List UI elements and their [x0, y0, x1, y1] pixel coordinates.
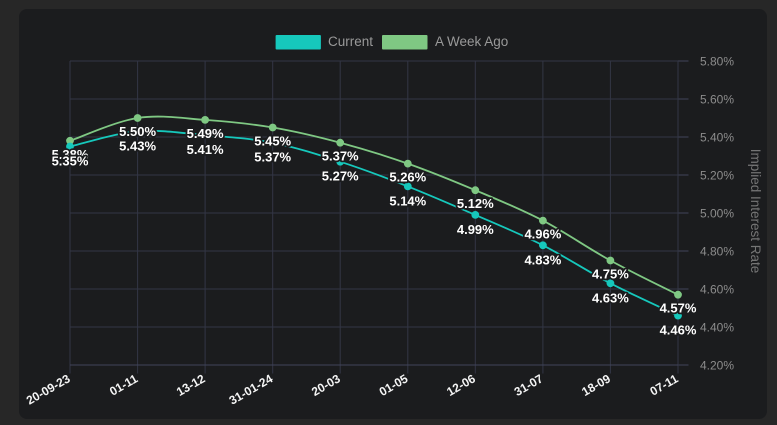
svg-text:31-07: 31-07 [512, 371, 546, 399]
svg-text:07-11: 07-11 [647, 371, 680, 398]
svg-text:01-11: 01-11 [107, 371, 140, 398]
svg-text:4.83%: 4.83% [524, 252, 561, 267]
svg-text:5.49%: 5.49% [187, 126, 224, 141]
svg-text:5.20%: 5.20% [700, 168, 734, 182]
svg-text:A Week Ago: A Week Ago [435, 34, 508, 49]
svg-text:13-12: 13-12 [174, 371, 208, 399]
svg-text:5.45%: 5.45% [254, 134, 291, 149]
svg-text:Current: Current [328, 34, 373, 49]
svg-text:5.37%: 5.37% [254, 150, 291, 165]
svg-text:5.35%: 5.35% [52, 154, 89, 169]
svg-text:18-09: 18-09 [579, 371, 613, 399]
svg-text:5.41%: 5.41% [187, 142, 224, 157]
svg-text:5.40%: 5.40% [700, 130, 734, 144]
svg-text:5.27%: 5.27% [322, 169, 359, 184]
svg-text:5.80%: 5.80% [700, 54, 734, 68]
svg-text:4.63%: 4.63% [592, 290, 629, 305]
svg-text:4.40%: 4.40% [700, 320, 734, 334]
svg-text:5.00%: 5.00% [700, 206, 734, 220]
svg-text:5.26%: 5.26% [389, 170, 426, 185]
svg-text:4.99%: 4.99% [457, 222, 494, 237]
svg-text:01-05: 01-05 [377, 371, 411, 399]
svg-text:5.12%: 5.12% [457, 196, 494, 211]
svg-text:4.60%: 4.60% [700, 282, 734, 296]
svg-text:31-01-24: 31-01-24 [227, 371, 276, 407]
svg-text:Implied Interest Rate: Implied Interest Rate [748, 149, 763, 274]
svg-text:4.20%: 4.20% [700, 358, 734, 372]
svg-text:4.80%: 4.80% [700, 244, 734, 258]
svg-text:20-09-23: 20-09-23 [24, 371, 73, 407]
svg-text:5.60%: 5.60% [700, 92, 734, 106]
svg-text:5.43%: 5.43% [119, 138, 156, 153]
svg-text:4.75%: 4.75% [592, 267, 629, 282]
svg-text:4.46%: 4.46% [660, 323, 697, 338]
svg-text:5.38%: 5.38% [52, 147, 89, 162]
svg-text:5.14%: 5.14% [389, 193, 426, 208]
svg-text:5.50%: 5.50% [119, 124, 156, 139]
svg-text:20-03: 20-03 [309, 371, 343, 399]
svg-text:4.96%: 4.96% [524, 227, 561, 242]
svg-text:5.37%: 5.37% [322, 149, 359, 164]
svg-text:12-06: 12-06 [444, 371, 478, 399]
svg-text:4.57%: 4.57% [660, 301, 697, 316]
